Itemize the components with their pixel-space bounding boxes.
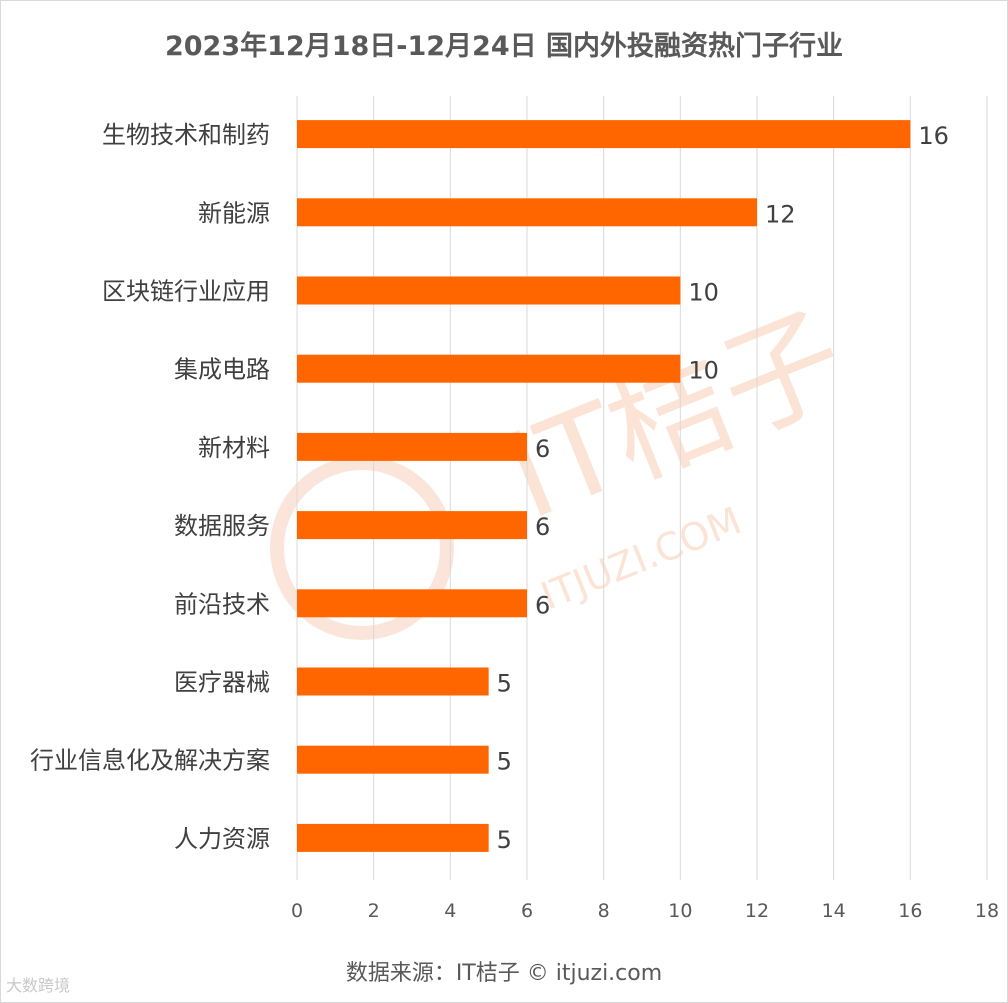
category-label: 生物技术和制药 [102, 121, 270, 149]
bar [297, 511, 527, 540]
value-label: 6 [535, 591, 550, 619]
value-label: 16 [918, 122, 949, 150]
x-tick-label: 2 [368, 900, 380, 922]
x-tick-label: 8 [598, 900, 610, 922]
category-label: 新能源 [198, 199, 270, 227]
x-tick-label: 14 [822, 900, 846, 922]
x-tick-label: 6 [521, 900, 533, 922]
data-source-note: 数据来源：IT桔子 © itjuzi.com [345, 961, 663, 986]
chart-title: 2023年12月18日-12月24日 国内外投融资热门子行业 [164, 31, 844, 62]
bars-group [297, 120, 911, 852]
x-tick-label: 0 [291, 900, 303, 922]
value-label: 10 [688, 279, 719, 307]
watermark-brand-text: IT桔子 [489, 287, 864, 547]
x-tick-label: 4 [444, 900, 456, 922]
x-tick-label: 12 [745, 900, 769, 922]
bar [297, 120, 911, 149]
x-tick-label: 10 [668, 900, 692, 922]
category-label: 人力资源 [174, 825, 270, 853]
x-tick-labels: 0 2 4 6 8 10 12 14 16 18 [291, 900, 999, 922]
category-label: 行业信息化及解决方案 [30, 747, 270, 775]
value-label: 5 [497, 826, 512, 854]
corner-watermark: 大数跨境 [6, 976, 71, 995]
value-label: 12 [765, 200, 796, 228]
category-label: 新材料 [198, 434, 270, 462]
category-labels: 生物技术和制药新能源区块链行业应用集成电路新材料数据服务前沿技术医疗器械行业信息… [30, 121, 270, 853]
bar [297, 432, 527, 461]
value-label: 10 [688, 357, 719, 385]
category-label: 前沿技术 [174, 590, 270, 618]
bar [297, 745, 489, 774]
category-label: 医疗器械 [174, 669, 270, 697]
bar [297, 589, 527, 618]
value-label: 5 [497, 670, 512, 698]
category-label: 集成电路 [174, 356, 270, 384]
bar [297, 354, 681, 383]
value-labels: 16 12 10 10 6 6 6 5 5 5 [497, 122, 949, 854]
x-tick-label: 16 [898, 900, 922, 922]
value-label: 5 [497, 748, 512, 776]
bar [297, 667, 489, 696]
value-label: 6 [535, 513, 550, 541]
bar [297, 198, 757, 227]
category-label: 数据服务 [174, 512, 270, 540]
x-tick-label: 18 [975, 900, 999, 922]
bar [297, 823, 489, 852]
value-label: 6 [535, 435, 550, 463]
category-label: 区块链行业应用 [102, 278, 270, 306]
bar [297, 276, 681, 305]
